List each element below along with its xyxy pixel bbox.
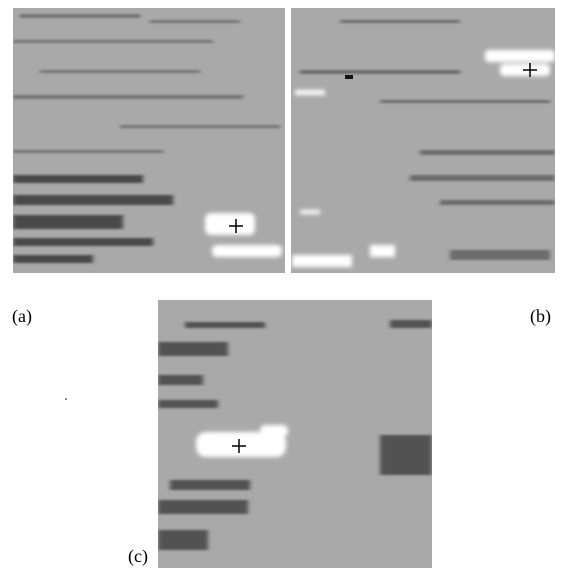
panel-c-image xyxy=(158,300,432,568)
speck xyxy=(65,398,67,400)
panel-label: (b) xyxy=(530,306,551,326)
panel-label: (a) xyxy=(12,306,32,326)
panel-a-image xyxy=(13,8,285,273)
panel-label: (c) xyxy=(128,546,148,566)
panel-b-image xyxy=(291,8,555,273)
